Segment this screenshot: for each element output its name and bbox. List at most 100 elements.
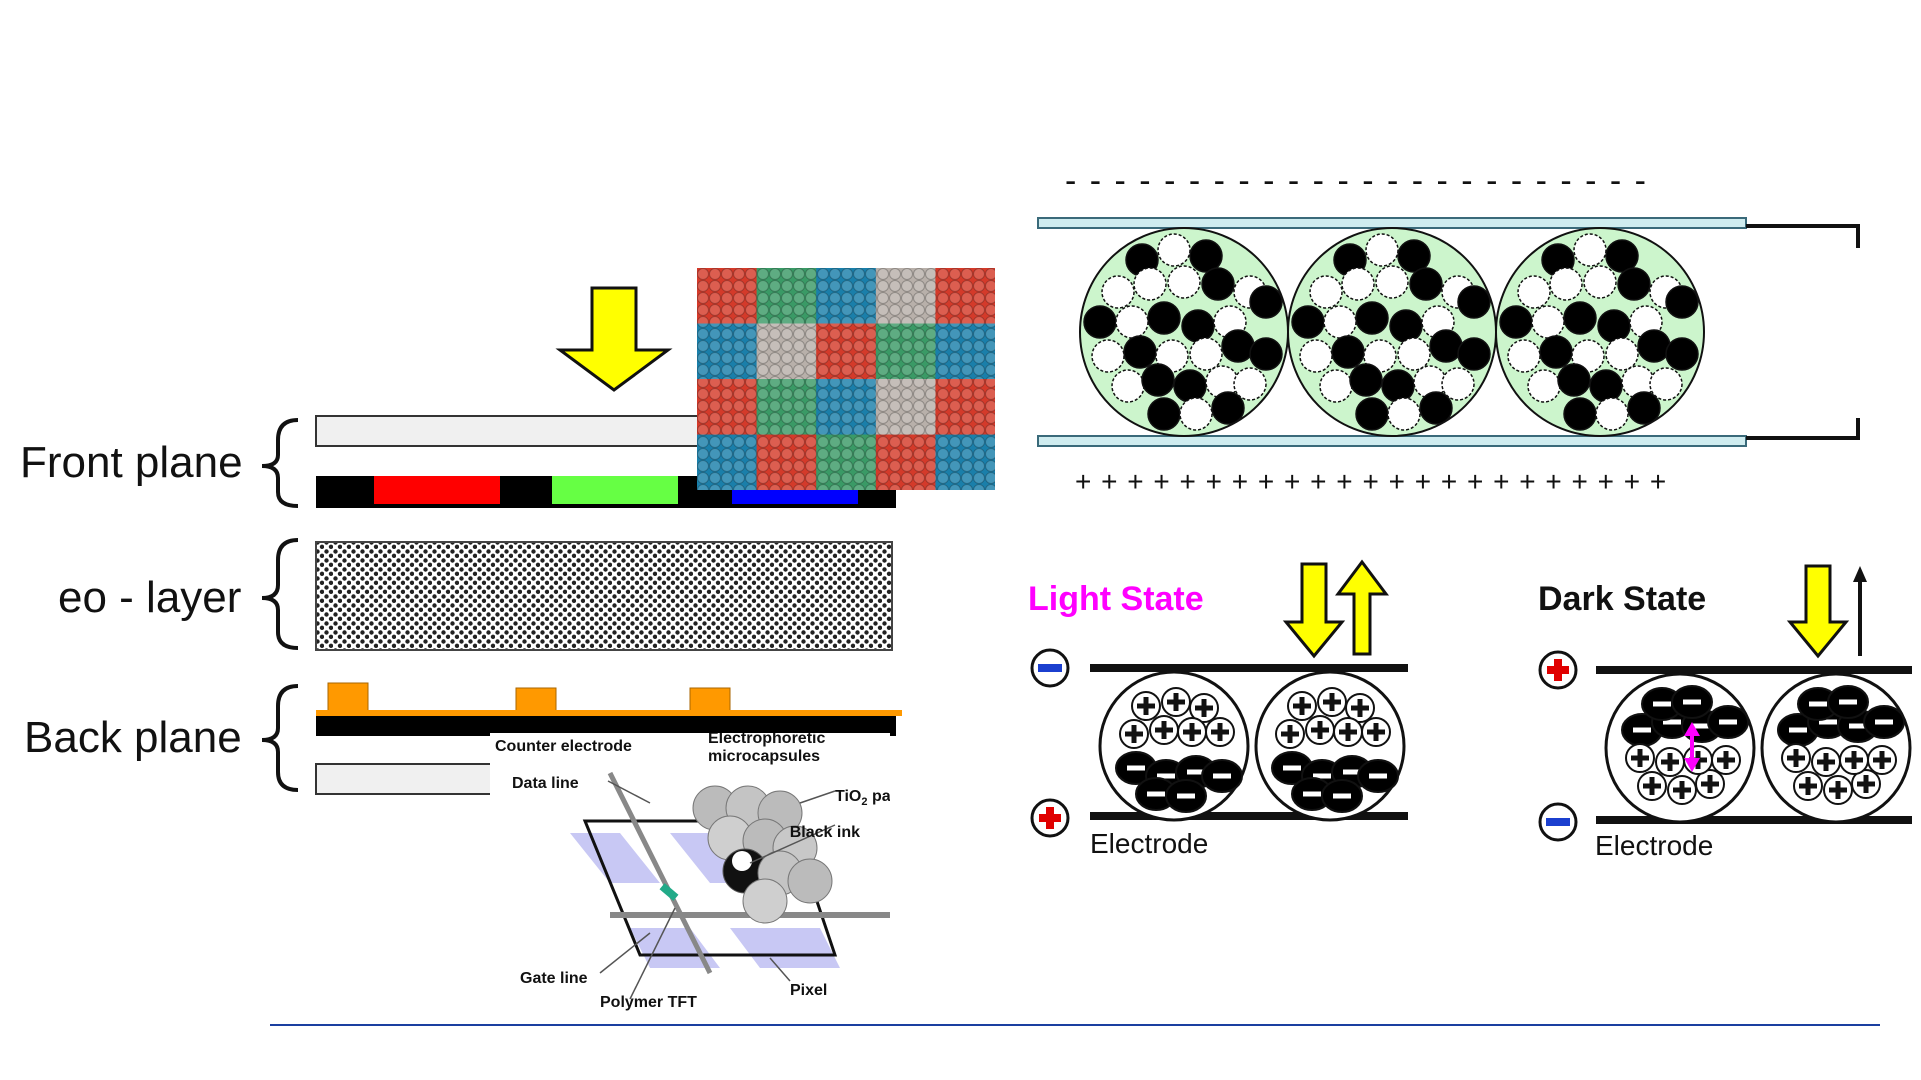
black-particle	[1409, 267, 1443, 301]
pixel-pad-4	[730, 928, 840, 968]
white-particle	[1571, 339, 1605, 373]
data-line-label: Data line	[512, 775, 579, 792]
eo-layer-brace	[261, 538, 299, 650]
red-filter	[374, 476, 500, 504]
light-incident-arrow	[1282, 562, 1346, 659]
microcapsules-label: microcapsules	[708, 748, 820, 765]
black-particle	[1123, 335, 1157, 369]
polymer-tft	[659, 883, 679, 901]
white-particle	[1517, 275, 1551, 309]
white-particle	[1155, 339, 1189, 373]
black-particle	[1249, 285, 1283, 319]
white-particle	[1341, 267, 1375, 301]
microcapsule-photo	[697, 268, 995, 490]
black-ink-label: Black ink	[790, 824, 860, 841]
white-particle	[1309, 275, 1343, 309]
tft-pad-2	[515, 687, 557, 713]
white-particle	[1233, 367, 1267, 401]
polymer-tft-label: Polymer TFT	[600, 994, 697, 1011]
black-particle	[1419, 391, 1453, 425]
light-plus-icon	[1030, 798, 1070, 838]
back-glass	[315, 763, 497, 795]
black-particle	[1563, 301, 1597, 335]
dark-electrode-label: Electrode	[1595, 830, 1714, 861]
incident-light-arrow	[555, 286, 673, 392]
gate-line-label: Gate line	[520, 970, 588, 987]
white-particle	[1365, 233, 1399, 267]
front-plane-label: Front plane	[20, 438, 243, 487]
black-particle	[1617, 267, 1651, 301]
light-electrode-label: Electrode	[1090, 828, 1209, 859]
pixel-label: Pixel	[790, 982, 827, 999]
tio2-label: TiO2 particle	[835, 788, 890, 808]
electrophoretic-label: Electrophoretic	[708, 733, 825, 747]
back-plane-brace	[261, 684, 299, 792]
dark-plus-icon	[1538, 650, 1578, 690]
tft-pad-1	[327, 682, 369, 712]
blue-filter	[732, 488, 858, 504]
white-particle	[1573, 233, 1607, 267]
black-particle	[1141, 363, 1175, 397]
white-particle	[1157, 233, 1191, 267]
black-particle	[1349, 363, 1383, 397]
negative-charge-row: - - - - - - - - - - - - - - - - - - - - …	[1065, 162, 1648, 200]
tft-pad-3	[689, 687, 731, 713]
white-particle	[1133, 267, 1167, 301]
black-particle	[1665, 337, 1699, 371]
back-plane-label: Back plane	[24, 713, 242, 762]
white-particle	[1387, 397, 1421, 431]
black-particle	[1665, 285, 1699, 319]
white-particle	[1179, 397, 1213, 431]
circuit-wire-top	[1746, 224, 1860, 248]
white-particle	[1441, 367, 1475, 401]
back-substrate-black	[316, 716, 896, 736]
white-particle	[1649, 367, 1683, 401]
front-plane-brace	[261, 418, 299, 508]
black-particle	[1627, 391, 1661, 425]
black-particle	[1605, 239, 1639, 273]
light-state-title: Light State	[1028, 580, 1204, 618]
white-particle	[1375, 265, 1409, 299]
circuit-wire-bottom	[1746, 418, 1860, 440]
green-filter	[552, 476, 678, 504]
dark-minus-icon	[1538, 802, 1578, 842]
black-particle	[1189, 239, 1223, 273]
orange-line	[316, 710, 902, 716]
microcapsule-spheres	[692, 785, 833, 924]
white-particle	[1605, 337, 1639, 371]
light-reflected-arrow	[1335, 559, 1389, 656]
dark-incident-arrow	[1786, 564, 1850, 659]
white-particle	[1363, 339, 1397, 373]
white-particle	[1549, 267, 1583, 301]
eo-layer-block	[315, 541, 893, 651]
black-particle	[1539, 335, 1573, 369]
black-particle	[1557, 363, 1591, 397]
light-minus-icon	[1030, 648, 1070, 688]
dark-state-title: Dark State	[1538, 580, 1707, 618]
white-particle	[1101, 275, 1135, 309]
black-particle	[1147, 301, 1181, 335]
pixel-pad-1	[570, 833, 660, 883]
eo-layer-label: eo - layer	[58, 573, 242, 622]
black-particle	[1331, 335, 1365, 369]
white-particle	[1583, 265, 1617, 299]
white-particle	[1189, 337, 1223, 371]
data-line	[607, 771, 713, 975]
white-particle	[1167, 265, 1201, 299]
tft-backplane-illustration: Counter electrode Electrophoretic microc…	[490, 733, 890, 1013]
white-particle	[1397, 337, 1431, 371]
black-particle	[1211, 391, 1245, 425]
positive-charge-row: + + + + + + + + + + + + + + + + + + + + …	[1075, 466, 1668, 497]
black-particle	[1355, 301, 1389, 335]
black-particle	[1249, 337, 1283, 371]
black-particle	[1397, 239, 1431, 273]
white-particle	[1595, 397, 1629, 431]
counter-electrode-label: Counter electrode	[495, 738, 632, 755]
pixel-pad-3	[630, 928, 720, 968]
black-particle	[1457, 285, 1491, 319]
black-particle	[1201, 267, 1235, 301]
black-particle	[1457, 337, 1491, 371]
